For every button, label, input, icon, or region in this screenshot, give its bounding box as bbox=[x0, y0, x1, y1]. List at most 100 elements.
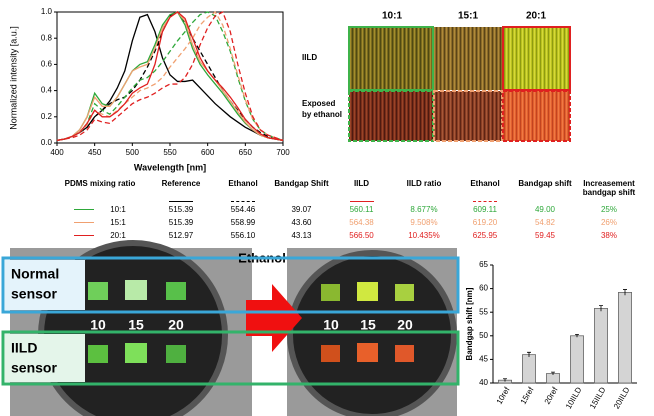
table-cell: 25% bbox=[574, 203, 644, 216]
x-axis-label: Wavelength [nm] bbox=[134, 162, 206, 172]
bar bbox=[570, 335, 584, 384]
label-box bbox=[5, 260, 85, 310]
y-tick-label: 40 bbox=[479, 378, 488, 387]
cell-text: 43.13 bbox=[291, 231, 312, 240]
line-sample bbox=[349, 201, 374, 202]
sensor-square bbox=[321, 284, 340, 301]
sensor-label: IILD bbox=[11, 340, 37, 356]
y-tick-label: 0.8 bbox=[41, 33, 53, 42]
header-text: IILD ratio bbox=[406, 179, 442, 188]
table-cell: 566.50 bbox=[329, 229, 394, 242]
cell-text: 10:1 bbox=[110, 205, 126, 214]
x-tick-label: 600 bbox=[201, 148, 215, 157]
y-tick-label: 0.2 bbox=[41, 112, 53, 121]
grid-column-header: 15:1 bbox=[458, 11, 478, 22]
x-tick-label: 10IILD bbox=[564, 385, 584, 410]
sample-number: 10 bbox=[323, 317, 339, 333]
sensor-square bbox=[166, 282, 186, 300]
y-tick-label: 1.0 bbox=[41, 7, 53, 16]
bar bbox=[594, 308, 608, 384]
table-cell: 15:1 bbox=[50, 216, 150, 229]
table-cell: 564.38 bbox=[329, 216, 394, 229]
cell-text: 558.99 bbox=[230, 218, 256, 227]
spectrum-line bbox=[56, 11, 284, 142]
y-tick-label: 65 bbox=[479, 260, 488, 269]
cell-text: 9.508% bbox=[410, 218, 438, 227]
y-axis-label: Normalized intensity [a.u.] bbox=[8, 26, 18, 130]
table-cell: 558.99 bbox=[212, 216, 274, 229]
table-cell: 515.39 bbox=[150, 216, 212, 229]
y-tick-label: 60 bbox=[479, 284, 488, 293]
table-cell: 560.11 bbox=[329, 203, 394, 216]
header-row: PDMS mixing ratio Reference Ethanol Bandgap… bbox=[50, 179, 644, 203]
header-text: Increasement bandgap shift bbox=[582, 179, 636, 197]
photo-tile bbox=[348, 26, 434, 91]
table-row: 15:1 515.39 558.99 43.60 564.38 9.508% 619.20 5… bbox=[50, 216, 644, 229]
cell-text: 609.11 bbox=[473, 205, 497, 214]
y-axis-label: Bandgap shift [nm] bbox=[465, 287, 474, 360]
x-tick-label: 20IILD bbox=[612, 385, 632, 410]
cell-text: 15:1 bbox=[110, 218, 126, 227]
cell-text: 49.00 bbox=[534, 205, 556, 214]
table-cell: 26% bbox=[574, 216, 644, 229]
cell-text: 25% bbox=[600, 205, 617, 214]
line-sample bbox=[74, 222, 95, 224]
table-cell: 54.82 bbox=[516, 216, 574, 229]
header-text: IILD bbox=[353, 179, 370, 188]
error-bar bbox=[527, 351, 531, 358]
x-tick-label: 10ref bbox=[495, 385, 512, 406]
header-text: Reference bbox=[161, 179, 201, 188]
column-header: Ethanol bbox=[454, 179, 516, 203]
sample-number: 20 bbox=[397, 317, 413, 333]
photo-tile bbox=[502, 90, 571, 142]
x-tick-label: 15IILD bbox=[588, 385, 608, 410]
y-tick-label: 55 bbox=[479, 307, 488, 316]
cell-text: 554.46 bbox=[230, 205, 256, 214]
cell-text: 564.38 bbox=[349, 218, 374, 227]
error-bar bbox=[575, 333, 579, 338]
cell-text: 39.07 bbox=[291, 205, 312, 214]
photo-tile bbox=[434, 27, 502, 90]
column-header: IILD ratio bbox=[394, 179, 454, 203]
grid-row-label: by ethanol bbox=[302, 110, 342, 119]
sensor-square bbox=[125, 280, 147, 300]
sensor-square bbox=[357, 343, 378, 362]
table-cell: 8.677% bbox=[394, 203, 454, 216]
sensor-label: sensor bbox=[11, 360, 57, 376]
grid-column-header: 20:1 bbox=[526, 11, 546, 22]
table-cell: 43.13 bbox=[274, 229, 329, 242]
column-header: IILD bbox=[329, 179, 394, 203]
table-cell: 625.95 bbox=[454, 229, 516, 242]
highlight-box bbox=[1, 330, 460, 386]
spectrum-line bbox=[56, 11, 284, 142]
table-cell: 515.39 bbox=[150, 203, 212, 216]
column-header: Reference bbox=[150, 179, 212, 203]
sensor-label: Normal bbox=[11, 266, 59, 282]
line-sample bbox=[169, 201, 193, 202]
error-bar bbox=[551, 371, 555, 375]
column-header: Bandgap Shift bbox=[274, 179, 329, 203]
x-tick-label: 20ref bbox=[543, 385, 560, 406]
x-tick-label: 400 bbox=[50, 148, 64, 157]
cell-text: 625.95 bbox=[472, 231, 498, 240]
bar bbox=[618, 292, 632, 384]
bar bbox=[522, 354, 536, 384]
error-bar bbox=[503, 378, 507, 382]
y-tick-label: 0.0 bbox=[41, 138, 53, 147]
column-header: Increasement bandgap shift bbox=[574, 179, 644, 203]
sensor-square bbox=[166, 345, 186, 363]
label-box bbox=[5, 334, 85, 382]
y-tick-label: 50 bbox=[479, 331, 488, 340]
x-tick-label: 650 bbox=[239, 148, 253, 157]
table-cell: 619.20 bbox=[454, 216, 516, 229]
sample-number: 20 bbox=[168, 317, 184, 333]
table-cell: 10:1 bbox=[50, 203, 150, 216]
table-cell: 609.11 bbox=[454, 203, 516, 216]
photo-tile bbox=[502, 26, 571, 91]
table-cell: 39.07 bbox=[274, 203, 329, 216]
photo-tile bbox=[433, 90, 503, 142]
sensor-label: sensor bbox=[11, 286, 57, 302]
grid-row-label: IILD bbox=[302, 53, 317, 62]
spectrum-line bbox=[56, 11, 284, 142]
